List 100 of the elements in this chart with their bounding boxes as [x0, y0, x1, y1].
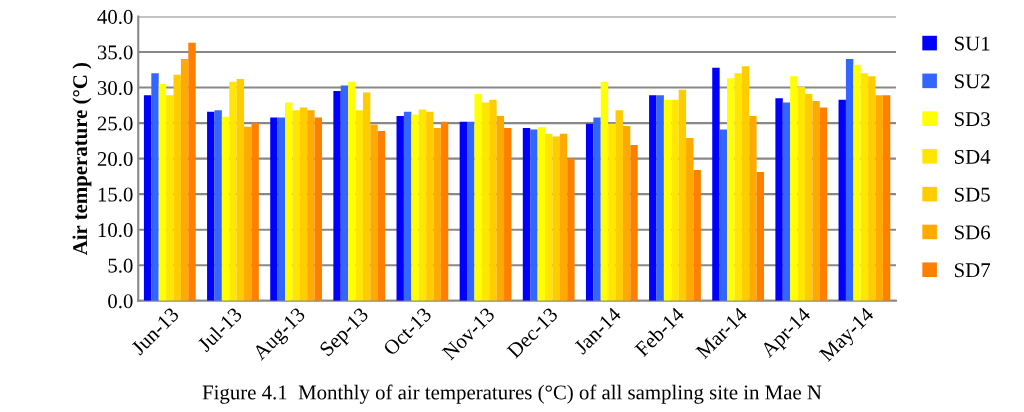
bar: [600, 81, 609, 301]
bar: [504, 128, 512, 301]
bar: [608, 123, 616, 301]
bar: [496, 115, 505, 301]
bar: [593, 117, 601, 301]
bar: [362, 92, 371, 301]
bar: [812, 101, 820, 301]
y-tick-label: 35.0: [97, 45, 133, 60]
bar: [819, 107, 828, 301]
bar: [418, 109, 427, 301]
bar: [440, 121, 449, 301]
bar: [782, 102, 791, 301]
bar: [790, 76, 798, 301]
bar: [656, 95, 664, 301]
bar: [340, 85, 349, 301]
y-tick-label: 15.0: [98, 187, 133, 202]
bar: [244, 126, 252, 301]
bar: [481, 102, 490, 301]
bar: [749, 115, 757, 301]
y-tick-label: 30.0: [97, 80, 133, 96]
bar: [277, 117, 286, 301]
bar: [875, 95, 883, 301]
y-tick-label: 40.0: [97, 9, 133, 24]
legend-label: SD4: [954, 149, 991, 164]
bar: [727, 78, 735, 301]
legend-label: SD3: [954, 112, 990, 127]
bar: [860, 73, 869, 301]
bar: [396, 115, 404, 301]
bar: [143, 95, 152, 301]
bar: [678, 89, 687, 301]
bar: [489, 99, 497, 301]
bar: [734, 73, 742, 301]
bar: [236, 79, 245, 301]
bar: [333, 91, 341, 301]
bar: [630, 145, 638, 301]
bar: [693, 169, 701, 301]
legend-label: SD7: [954, 263, 991, 278]
bar: [663, 99, 672, 301]
bar: [719, 129, 728, 301]
bar: [355, 110, 363, 301]
bar: [426, 111, 434, 301]
bar: [474, 93, 482, 301]
bar: [559, 133, 568, 301]
bar: [370, 124, 378, 301]
bar: [838, 99, 846, 301]
y-tick-label: 20.0: [97, 151, 133, 167]
bar: [467, 121, 475, 301]
bar: [403, 111, 412, 301]
y-axis-title: Air temperature (°C ): [72, 62, 92, 256]
bar: [775, 98, 783, 301]
bar: [433, 128, 441, 301]
legend-label: SD5: [954, 187, 990, 202]
bar: [804, 93, 813, 301]
bar: [622, 125, 631, 301]
bar: [853, 64, 861, 301]
bar: [567, 158, 575, 301]
bar: [292, 110, 300, 301]
bar: [285, 102, 293, 301]
y-tick-label: 5.0: [108, 258, 133, 273]
bar: [537, 127, 545, 301]
legend-label: SU1: [954, 36, 990, 51]
bar: [151, 73, 159, 301]
bar: [173, 74, 181, 301]
bar: [411, 114, 419, 301]
bar: [882, 95, 891, 301]
y-tick-label: 25.0: [97, 116, 133, 131]
bar: [671, 99, 679, 301]
legend-label: SU2: [954, 74, 990, 89]
bar: [530, 129, 538, 301]
bar: [158, 84, 167, 301]
legend-label: SD6: [954, 225, 990, 240]
bar: [188, 42, 196, 301]
bar: [299, 107, 308, 301]
bar: [756, 172, 765, 301]
bar: [797, 86, 805, 301]
bar: [207, 111, 215, 301]
bar: [552, 136, 560, 301]
bar: [229, 81, 237, 301]
bar: [649, 95, 657, 301]
bar: [377, 130, 386, 301]
bar: [615, 110, 623, 301]
bar: [845, 59, 854, 301]
bar: [251, 123, 259, 301]
y-tick-label: 10.0: [98, 223, 133, 238]
bar: [221, 116, 230, 301]
y-tick-label: 0.0: [108, 294, 133, 309]
bar: [214, 110, 222, 301]
bar: [544, 133, 553, 301]
bar: [585, 123, 594, 301]
bar: [686, 138, 694, 301]
bar: [459, 121, 468, 301]
bar: [270, 117, 278, 301]
bar: [166, 95, 174, 301]
bar: [712, 67, 720, 301]
bar: [741, 66, 750, 301]
bar: [348, 81, 356, 301]
bar: [180, 59, 189, 301]
bar: [314, 117, 322, 301]
bar: [522, 128, 531, 301]
caption: Figure 4.1 Monthly of air temperatures (°C) of all sampling site in Mae N: [202, 384, 822, 404]
